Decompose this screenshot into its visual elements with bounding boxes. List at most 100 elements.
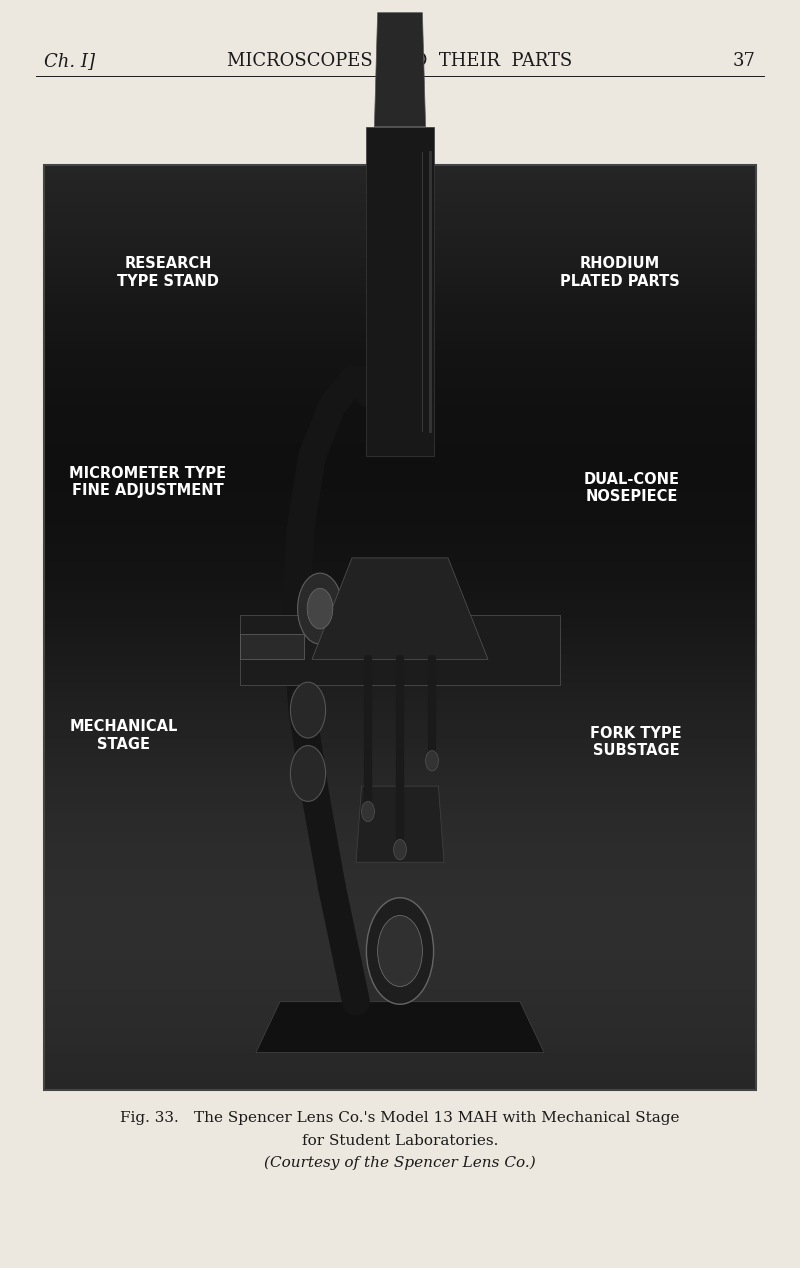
Bar <box>44 924 756 933</box>
Bar <box>44 304 756 313</box>
Bar <box>44 711 756 720</box>
Bar <box>44 832 756 841</box>
Bar <box>44 647 756 656</box>
Bar <box>44 221 756 230</box>
Text: FORK TYPE
SUBSTAGE: FORK TYPE SUBSTAGE <box>590 725 682 758</box>
Bar <box>44 563 756 572</box>
Bar <box>44 757 756 766</box>
Bar <box>44 656 756 664</box>
Bar <box>44 249 756 257</box>
Bar <box>44 739 756 748</box>
Bar <box>44 470 756 479</box>
Bar <box>44 701 756 711</box>
Bar <box>44 451 756 462</box>
Circle shape <box>290 746 326 801</box>
Bar <box>44 1017 756 1026</box>
Bar <box>44 683 756 692</box>
Bar <box>44 257 756 266</box>
Bar <box>44 387 756 396</box>
Bar <box>44 951 756 961</box>
Bar <box>44 860 756 869</box>
Bar <box>44 794 756 804</box>
Bar <box>44 850 756 860</box>
Bar <box>44 350 756 359</box>
Text: 37: 37 <box>733 52 756 70</box>
Bar <box>44 664 756 675</box>
Bar <box>44 554 756 563</box>
Bar <box>44 498 756 507</box>
Bar <box>44 174 756 184</box>
Bar <box>44 637 756 647</box>
Text: Ch. I]: Ch. I] <box>44 52 95 70</box>
Polygon shape <box>366 127 434 456</box>
Bar <box>44 1071 756 1082</box>
Bar <box>44 1035 756 1045</box>
Bar <box>44 516 756 526</box>
Circle shape <box>298 573 342 644</box>
Bar <box>44 212 756 221</box>
Bar <box>44 822 756 832</box>
Bar <box>44 507 756 516</box>
Bar <box>44 238 756 249</box>
Bar <box>44 434 756 443</box>
Bar <box>44 369 756 378</box>
Bar <box>44 544 756 554</box>
Bar <box>44 841 756 850</box>
Circle shape <box>378 915 422 987</box>
Bar <box>44 415 756 424</box>
Bar <box>44 406 756 415</box>
Bar <box>44 443 756 451</box>
Bar <box>44 266 756 276</box>
Circle shape <box>290 682 326 738</box>
Bar <box>44 692 756 701</box>
Text: MICROSCOPES  AND  THEIR  PARTS: MICROSCOPES AND THEIR PARTS <box>227 52 573 70</box>
Bar <box>44 1026 756 1035</box>
Circle shape <box>426 751 438 771</box>
Bar <box>44 591 756 600</box>
Bar <box>44 628 756 637</box>
Bar <box>44 165 756 1090</box>
Bar <box>44 619 756 628</box>
Text: MECHANICAL
STAGE: MECHANICAL STAGE <box>70 719 178 752</box>
Bar <box>44 813 756 822</box>
Bar <box>44 979 756 989</box>
Bar <box>44 914 756 924</box>
Bar <box>44 526 756 535</box>
Text: MICROMETER TYPE
FINE ADJUSTMENT: MICROMETER TYPE FINE ADJUSTMENT <box>70 465 226 498</box>
Bar <box>44 961 756 970</box>
Bar <box>44 989 756 998</box>
Bar <box>44 869 756 877</box>
Bar <box>44 572 756 581</box>
Bar <box>44 1063 756 1071</box>
Bar <box>44 1007 756 1017</box>
Polygon shape <box>312 558 488 659</box>
Circle shape <box>307 588 333 629</box>
Circle shape <box>394 839 406 860</box>
Bar <box>44 285 756 294</box>
Bar <box>44 462 756 470</box>
Bar <box>44 729 756 739</box>
Polygon shape <box>374 13 426 127</box>
Bar <box>44 184 756 193</box>
Bar <box>44 331 756 341</box>
Bar <box>44 581 756 591</box>
Bar <box>44 202 756 212</box>
Text: Fig. 33. The Spencer Lens Co.'s Model 13 MAH with Mechanical Stage: Fig. 33. The Spencer Lens Co.'s Model 13… <box>120 1111 680 1126</box>
Circle shape <box>362 801 374 822</box>
Bar <box>44 720 756 729</box>
Polygon shape <box>240 615 560 685</box>
Bar <box>44 933 756 942</box>
Polygon shape <box>240 634 304 659</box>
Bar <box>44 1082 756 1090</box>
Bar <box>44 378 756 387</box>
Bar <box>44 322 756 331</box>
Bar <box>44 942 756 951</box>
Bar <box>44 489 756 498</box>
Bar <box>44 886 756 896</box>
Bar <box>44 998 756 1007</box>
Bar <box>44 479 756 488</box>
Bar <box>44 276 756 285</box>
Bar <box>44 785 756 794</box>
Bar <box>44 877 756 886</box>
Bar <box>44 535 756 544</box>
